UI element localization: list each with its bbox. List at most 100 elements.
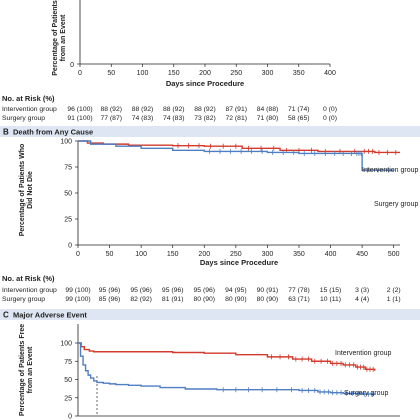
panel-a-risk-cell: 71 (74): [288, 106, 310, 113]
panel-a-x-tick-label: 300: [262, 70, 274, 77]
panel-b-risk-header: No. at Risk (%): [2, 274, 55, 283]
panel-a-risk-cell: 58 (65): [288, 115, 310, 122]
panel-b-x-tick-label: 500: [388, 251, 400, 258]
panel-b-series: [78, 140, 400, 173]
panel-b-risk-cell: 80 (90): [225, 296, 247, 303]
panel-a-risk-values: 96 (100) 88 (92) 88 (92) 88 (92) 88 (92) 87 (…: [67, 106, 337, 122]
panel-c-legend-surgery: Surgery group: [344, 390, 388, 397]
panel-a-risk-cell: 72 (81): [225, 115, 247, 122]
panel-b-x-tick-label: 400: [325, 251, 337, 258]
panel-a-x-tick-label: 350: [293, 70, 305, 77]
panel-a-x-tick-label: 100: [137, 70, 149, 77]
panel-c-ylabel-line1: Percentage of Patients Free: [19, 324, 26, 416]
panel-b-ylabel-line1: Percentage of Patients Who: [19, 144, 26, 237]
panel-b-x-tick-label: 150: [167, 251, 179, 258]
panel-b-risk-cell: 1 (1): [387, 296, 401, 303]
panel-b-x-tick-label: 200: [198, 251, 210, 258]
panel-a-risk-cell: 96 (100): [67, 106, 92, 113]
panel-b-x-ticks: 0 50 100 150 200 250 300 350 400 450 500: [76, 245, 400, 258]
panel-b-risk-cell: 90 (91): [257, 287, 279, 294]
panel-a-risk-cell: 73 (82): [194, 115, 216, 122]
panel-b-y-tick-label: 50: [64, 191, 72, 198]
panel-a-risk-cell: 77 (87): [100, 115, 122, 122]
panel-a-risk-cell: 0 (0): [323, 115, 337, 122]
panel-b-risk-cell: 95 (96): [194, 287, 216, 294]
panel-c-series-surgery-line: [78, 342, 376, 395]
panel-b-header-bar: [0, 126, 420, 137]
panel-b-risk-cell: 4 (4): [355, 296, 369, 303]
panel-c-y-tick-label: 0: [68, 414, 72, 420]
panel-b-title: Death from Any Cause: [13, 128, 93, 137]
panel-b-x-tick-label: 350: [293, 251, 305, 258]
panel-a-x-tick-label: 50: [107, 70, 115, 77]
panel-b-risk-cell: 77 (78): [288, 287, 310, 294]
panel-b-risk-cell: 63 (71): [288, 296, 310, 303]
panel-b-legend-intervention: Intervention group: [362, 167, 419, 174]
panel-b-risk-cell: 85 (96): [99, 296, 121, 303]
panel-a-risk-cell: 71 (80): [257, 115, 279, 122]
panel-a-risk-cell: 88 (92): [163, 106, 185, 113]
panel-c-series-intervention-line: [78, 342, 376, 371]
panel-a-risk-cell: 74 (83): [132, 115, 154, 122]
panel-b-risk-cell: 82 (92): [130, 296, 152, 303]
panel-a-x-tick-label: 200: [199, 70, 211, 77]
panel-b-risk-cell: 99 (100): [65, 296, 90, 303]
panel-b-y-tick-label: 100: [60, 139, 72, 146]
panel-a-risk-cell: 84 (88): [257, 106, 279, 113]
panel-a-ylabel-line1: Percentage of Patients: [52, 0, 59, 76]
panel-b-risk-cell: 2 (2): [387, 287, 401, 294]
panel-c-title: Major Adverse Event: [13, 311, 87, 320]
panel-c-y-tick-label: 25: [64, 395, 72, 402]
panel-b-x-tick-label: 100: [135, 251, 147, 258]
panel-b-y-tick-label: 25: [64, 217, 72, 224]
panel-c-letter: C: [3, 311, 9, 320]
panel-c: C Major Adverse Event Percentage of Pati…: [0, 309, 420, 420]
panel-b-risk-cell: 95 (96): [162, 287, 184, 294]
panel-a-x-tick-label: 250: [230, 70, 242, 77]
panel-a-risk-row-label-intervention: Intervention group: [2, 106, 57, 113]
panel-a-risk-cell: 87 (91): [225, 106, 247, 113]
panel-b-y-tick-label: 75: [64, 165, 72, 172]
panel-c-y-ticks: 0 25 50 75 100: [60, 341, 78, 420]
panel-b-risk-cell: 80 (90): [194, 296, 216, 303]
panel-b-x-axis-label: Days since Procedure: [200, 258, 278, 267]
panel-b-x-tick-label: 50: [106, 251, 114, 258]
panel-a-risk-row-label-surgery: Surgery group: [2, 115, 45, 122]
panel-b-y-tick-label: 0: [68, 243, 72, 250]
panel-a-risk-cell: 0 (0): [323, 106, 337, 113]
panel-b-risk-values: 99 (100) 95 (96) 95 (96) 95 (96) 95 (96) 94 (…: [65, 287, 400, 303]
panel-b-risk-cell: 81 (91): [162, 296, 184, 303]
panel-a-risk-header: No. at Risk (%): [2, 94, 55, 103]
panel-a-risk-cell: 88 (92): [194, 106, 216, 113]
panel-c-ylabel-line2: from an Event: [27, 346, 34, 393]
panel-c-y-tick-label: 100: [60, 341, 72, 348]
panel-b-risk-row-label-intervention: Intervention group: [2, 287, 57, 294]
panel-b-legend-surgery: Surgery group: [374, 201, 418, 208]
panel-b-y-ticks: 0 25 50 75 100: [60, 139, 78, 250]
panel-b-series-surgery-line: [78, 140, 394, 171]
panel-b-x-tick-label: 0: [76, 251, 80, 258]
panel-a-y-tick-label: 0: [70, 62, 74, 69]
panel-c-y-tick-label: 50: [64, 377, 72, 384]
panel-b-ylabel-line2: Did Not Die: [27, 171, 34, 209]
panel-b-risk-cell: 10 (11): [320, 296, 341, 303]
panel-a-risk-cell: 88 (92): [132, 106, 154, 113]
panel-a-risk-cell: 91 (100): [67, 115, 92, 122]
panel-b-risk-cell: 95 (96): [99, 287, 121, 294]
panel-a-risk-cell: 88 (92): [100, 106, 122, 113]
panel-b-x-tick-label: 450: [356, 251, 368, 258]
panel-c-header-bar: [0, 309, 420, 320]
panel-b-risk-cell: 3 (3): [355, 287, 369, 294]
panel-c-legend-intervention: Intervention group: [335, 350, 392, 357]
panel-a: Percentage of Patients from an Event 0 0…: [2, 0, 337, 122]
panel-c-y-tick-label: 75: [64, 359, 72, 366]
panel-b-letter: B: [3, 128, 9, 137]
panel-b-risk-row-label-surgery: Surgery group: [2, 296, 45, 303]
panel-b-risk-cell: 99 (100): [65, 287, 90, 294]
panel-b-x-tick-label: 250: [230, 251, 242, 258]
panel-a-x-ticks: 0 50 100 150 200 250 300 350 400: [78, 64, 336, 77]
panel-a-x-tick-label: 150: [168, 70, 180, 77]
panel-a-x-tick-label: 0: [78, 70, 82, 77]
panel-b-risk-cell: 80 (90): [257, 296, 279, 303]
